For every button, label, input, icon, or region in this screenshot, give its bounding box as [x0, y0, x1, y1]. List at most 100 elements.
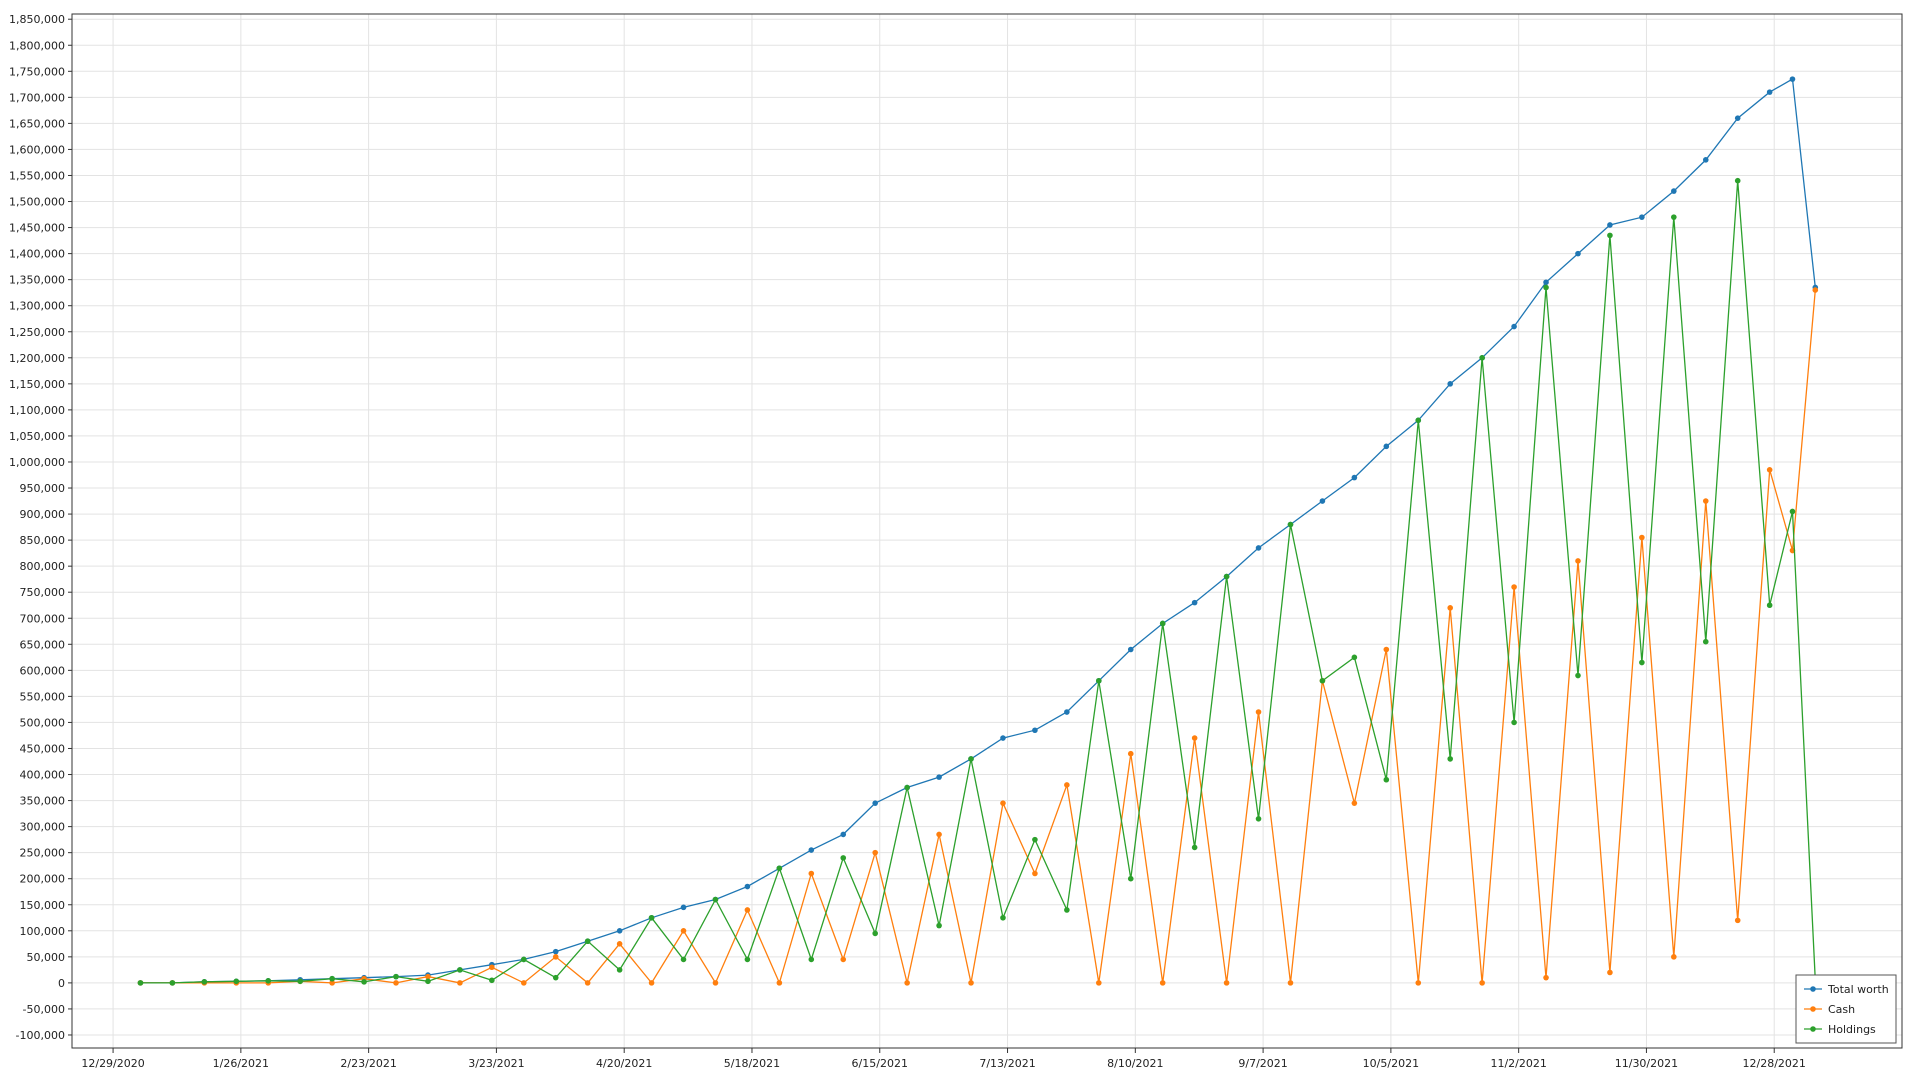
y-tick-label: 1,500,000 [9, 196, 65, 209]
data-point [1511, 584, 1517, 590]
legend-label: Total worth [1827, 983, 1889, 996]
y-tick-label: 150,000 [20, 899, 66, 912]
x-tick-label: 11/30/2021 [1615, 1057, 1678, 1070]
data-point [1287, 521, 1294, 528]
data-point [584, 980, 591, 986]
data-point [297, 978, 303, 985]
data-point [1789, 508, 1796, 515]
data-point [616, 967, 623, 973]
plot-frame [71, 13, 1903, 1049]
data-point [936, 831, 942, 838]
data-point [1734, 177, 1741, 184]
y-tick-label: 850,000 [20, 534, 66, 547]
y-tick-label: 1,000,000 [9, 456, 65, 469]
grid-layer [72, 14, 1902, 1048]
data-point [1319, 498, 1326, 504]
data-point [744, 907, 751, 913]
data-point [1575, 558, 1581, 564]
data-point [744, 956, 751, 963]
series-line [140, 290, 1816, 985]
data-point [1734, 115, 1741, 121]
y-tick-label: 1,200,000 [9, 352, 65, 365]
data-point [1447, 381, 1454, 387]
data-point [1671, 188, 1677, 194]
data-point [393, 980, 399, 986]
data-point [1191, 599, 1198, 606]
data-point [1734, 917, 1741, 924]
y-tick-label: 1,300,000 [9, 300, 65, 313]
data-point [680, 956, 687, 963]
data-point [361, 979, 367, 985]
data-point [872, 849, 878, 856]
legend-swatch-marker [1810, 1026, 1816, 1032]
y-tick-label: 1,450,000 [9, 222, 65, 235]
data-point [1000, 914, 1006, 921]
data-point [1159, 620, 1166, 627]
data-point [1351, 800, 1358, 806]
data-point [840, 855, 847, 861]
y-tick-label: 650,000 [20, 638, 66, 651]
x-tick-label: 6/15/2021 [852, 1057, 908, 1070]
data-point [1127, 646, 1134, 653]
y-tick-label: 300,000 [20, 821, 66, 834]
data-point [680, 927, 687, 934]
y-tick-label: 350,000 [20, 795, 66, 808]
data-point [712, 896, 719, 903]
data-point [552, 954, 559, 960]
data-point [1064, 907, 1070, 913]
legend-swatch-marker [1810, 1006, 1816, 1012]
x-tick-label: 12/28/2021 [1743, 1057, 1806, 1070]
data-point [936, 922, 942, 929]
data-point [1032, 836, 1038, 843]
y-tick-label: 600,000 [20, 664, 66, 677]
data-point [776, 865, 783, 872]
y-tick-label: 500,000 [20, 716, 66, 729]
data-point [1702, 157, 1709, 163]
data-point [265, 978, 272, 984]
y-tick-label: 950,000 [20, 482, 66, 495]
x-tick-label: 10/5/2021 [1363, 1057, 1419, 1070]
series-cash [137, 287, 1819, 986]
y-tick-label: 1,650,000 [9, 117, 65, 130]
data-point [1096, 677, 1102, 684]
data-point [1447, 756, 1454, 762]
data-point [1575, 250, 1581, 257]
data-point [776, 980, 783, 986]
data-point [904, 980, 910, 986]
data-point [1383, 646, 1390, 653]
y-tick-label: 450,000 [20, 742, 66, 755]
y-axis: -100,000 -50,000 0 50,000 100,000 150,000 200,… [9, 13, 72, 1042]
data-point [680, 904, 687, 911]
data-point [1255, 545, 1262, 551]
y-tick-label: 900,000 [20, 508, 66, 521]
data-point [1543, 279, 1549, 286]
x-tick-label: 2/23/2021 [340, 1057, 396, 1070]
data-point [552, 974, 559, 981]
x-tick-label: 8/10/2021 [1107, 1057, 1163, 1070]
series-layer [137, 76, 1819, 986]
data-point [552, 948, 559, 955]
data-point [968, 756, 974, 762]
data-point [1671, 214, 1677, 220]
data-point [840, 831, 847, 838]
data-point [1812, 287, 1819, 293]
data-point [1255, 709, 1262, 715]
data-point [201, 979, 208, 985]
data-point [489, 977, 495, 984]
data-point [425, 973, 431, 980]
series-line [140, 78, 1816, 984]
data-point [1000, 800, 1006, 806]
y-tick-label: 400,000 [20, 769, 66, 782]
data-point [329, 980, 335, 986]
data-point [137, 980, 144, 986]
data-point [1127, 875, 1134, 882]
data-point [1607, 969, 1613, 976]
y-tick-label: 1,150,000 [9, 378, 65, 391]
data-point [808, 956, 815, 963]
data-point [1351, 474, 1358, 481]
data-point [616, 927, 623, 934]
data-point [1096, 980, 1102, 986]
legend: Total worth Cash Holdings [1795, 974, 1897, 1044]
